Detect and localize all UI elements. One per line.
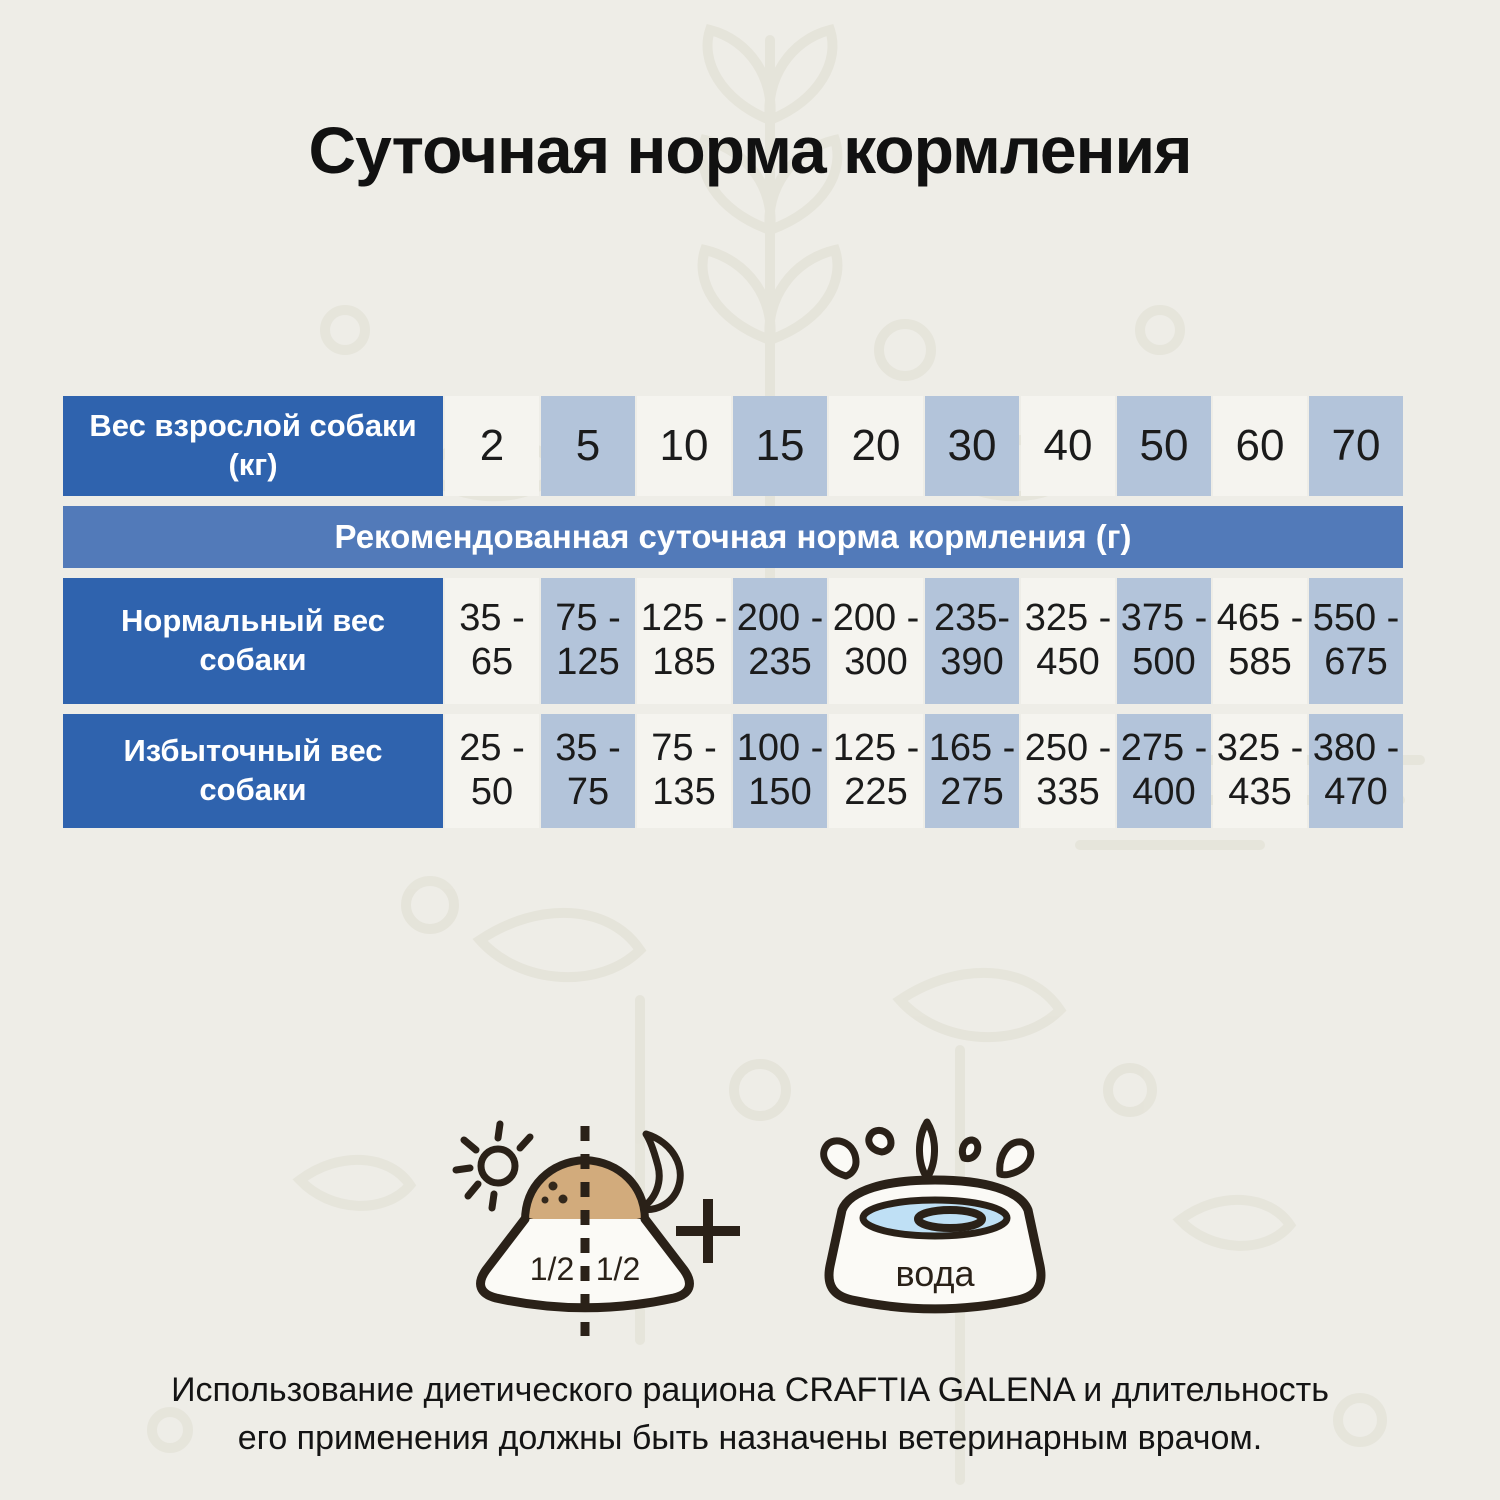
table-row-normal-weight: Нормальный вес собаки 35 - 65 75 - 125 1… (63, 578, 1403, 704)
water-splash-icon (820, 1118, 1035, 1182)
header-label-line2: (кг) (228, 447, 278, 482)
moon-icon (636, 1130, 684, 1214)
portion-cell: 100 - 150 (733, 714, 827, 828)
header-label-line1: Вес взрослой собаки (89, 408, 417, 444)
portion-cell: 275 - 400 (1117, 714, 1211, 828)
row-label-line2: собаки (199, 772, 307, 807)
portion-cell: 200 - 235 (733, 578, 827, 704)
half-portion-label-left: 1/2 (530, 1251, 574, 1287)
row-label-line1: Нормальный вес (121, 603, 385, 639)
weight-cell: 30 (925, 396, 1019, 496)
weight-cell: 2 (445, 396, 539, 496)
portion-cell: 25 - 50 (445, 714, 539, 828)
table-row-overweight: Избыточный вес собаки 25 - 50 35 - 75 75… (63, 714, 1403, 828)
portion-cell: 380 - 470 (1309, 714, 1403, 828)
header-label-weight: Вес взрослой собаки (кг) (63, 396, 443, 496)
portion-cell: 165 - 275 (925, 714, 1019, 828)
weight-cell: 70 (1309, 396, 1403, 496)
portion-cell: 75 - 135 (637, 714, 731, 828)
weight-cell: 40 (1021, 396, 1115, 496)
footer-note: Использование диетического рациона CRAFT… (171, 1371, 1329, 1458)
portion-cell: 235- 390 (925, 578, 1019, 704)
weight-cell: 10 (637, 396, 731, 496)
portion-cell: 375 - 500 (1117, 578, 1211, 704)
portion-cell: 35 - 65 (445, 578, 539, 704)
page-title: Суточная норма кормления (308, 113, 1192, 187)
weight-cell: 60 (1213, 396, 1307, 496)
row-label-normal-weight: Нормальный вес собаки (63, 578, 443, 704)
portion-cell: 125 - 225 (829, 714, 923, 828)
feeding-icons: 1/2 1/2 вода (452, 1118, 1046, 1336)
portion-cell: 325 - 435 (1213, 714, 1307, 828)
portion-cell: 550 - 675 (1309, 578, 1403, 704)
half-portion-label-right: 1/2 (596, 1251, 640, 1287)
row-label-overweight: Избыточный вес собаки (63, 714, 443, 828)
sun-icon (452, 1120, 534, 1212)
table-banner: Рекомендованная суточная норма кормления… (63, 506, 1403, 568)
weight-cell: 15 (733, 396, 827, 496)
weight-cell: 20 (829, 396, 923, 496)
portion-cell: 325 - 450 (1021, 578, 1115, 704)
table-header-row: Вес взрослой собаки (кг) 2 5 10 15 20 30… (63, 396, 1403, 496)
portion-cell: 250 - 335 (1021, 714, 1115, 828)
row-label-line1: Избыточный вес (123, 733, 383, 769)
portion-cell: 35 - 75 (541, 714, 635, 828)
weight-cell: 50 (1117, 396, 1211, 496)
portion-cell: 75 - 125 (541, 578, 635, 704)
portion-cell: 200 - 300 (829, 578, 923, 704)
water-bowl-label: вода (896, 1253, 976, 1294)
feeding-table: Вес взрослой собаки (кг) 2 5 10 15 20 30… (63, 396, 1403, 828)
row-label-line2: собаки (199, 642, 307, 677)
portion-cell: 125 - 185 (637, 578, 731, 704)
water-bowl-icon (824, 1175, 1046, 1314)
portion-cell: 465 - 585 (1213, 578, 1307, 704)
weight-cell: 5 (541, 396, 635, 496)
plus-icon (676, 1199, 740, 1263)
